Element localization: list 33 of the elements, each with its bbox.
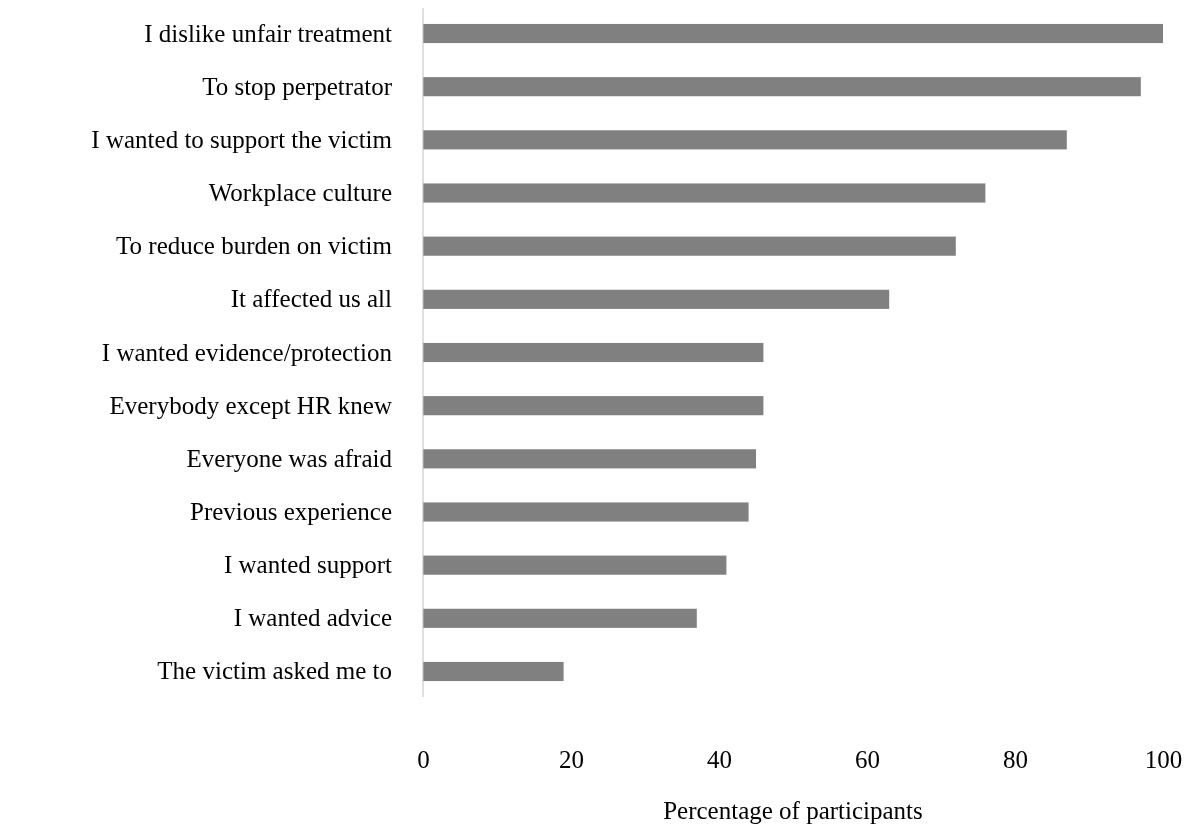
y-tick-label: The victim asked me to <box>157 657 392 685</box>
bar <box>423 396 764 416</box>
y-tick-label: I wanted advice <box>233 604 392 632</box>
bar <box>423 23 1163 44</box>
x-tick-label: 80 <box>1003 745 1028 773</box>
y-tick-label: Everyone was afraid <box>186 444 393 472</box>
x-tick-label: 100 <box>1144 745 1183 773</box>
y-tick-label: I wanted to support the victim <box>91 125 393 153</box>
y-tick-label: It affected us all <box>230 285 393 313</box>
x-tick-label: 60 <box>855 745 880 773</box>
y-tick-label: I dislike unfair treatment <box>144 19 393 47</box>
y-tick-label: Previous experience <box>189 497 392 525</box>
y-tick-label: I wanted support <box>223 551 393 579</box>
bar <box>423 502 749 522</box>
y-tick-label: To stop perpetrator <box>202 72 393 100</box>
x-tick-label: 40 <box>707 745 732 773</box>
x-tick-label: 0 <box>417 745 430 773</box>
bar <box>423 342 764 363</box>
y-tick-label: Everybody except HR knew <box>109 391 392 419</box>
y-tick-label: To reduce burden on victim <box>116 232 393 260</box>
bar <box>423 289 890 309</box>
bar <box>423 77 1141 97</box>
bar <box>423 183 986 203</box>
bar <box>423 608 697 628</box>
y-tick-label: Workplace culture <box>208 179 392 207</box>
x-tick-label: 20 <box>559 745 584 773</box>
bar <box>423 555 727 575</box>
bar <box>423 130 1067 150</box>
bar <box>423 661 564 682</box>
bar <box>423 236 956 256</box>
bar <box>423 449 756 469</box>
x-axis-title: Percentage of participants <box>663 797 923 824</box>
y-tick-label: I wanted evidence/protection <box>101 338 393 366</box>
